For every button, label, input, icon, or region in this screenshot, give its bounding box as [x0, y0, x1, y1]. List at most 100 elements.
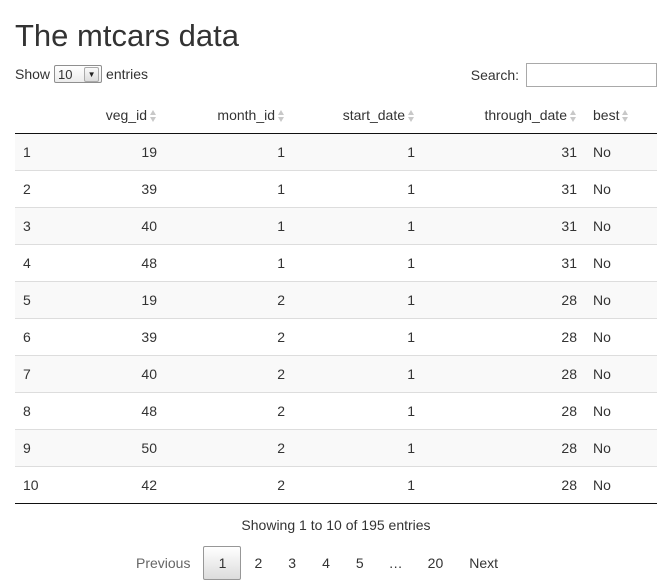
start-date-cell: 1 — [293, 391, 423, 429]
page-button-2[interactable]: 2 — [254, 555, 263, 571]
row-index-cell: 4 — [15, 243, 67, 281]
veg-id-cell: 48 — [67, 391, 165, 429]
table-header-row: veg_id month_id start_date through_date … — [15, 97, 657, 134]
through-date-cell: 28 — [423, 465, 585, 504]
month-id-cell: 2 — [165, 354, 293, 392]
entries-length-control: Show 10 ▼ entries — [15, 65, 148, 83]
table-row: 3 40 1 1 31 No — [15, 206, 657, 244]
through-date-cell: 28 — [423, 317, 585, 355]
search-control: Search: — [471, 63, 657, 87]
best-cell: No — [585, 317, 657, 355]
through-date-cell: 28 — [423, 354, 585, 392]
column-header-label: through_date — [484, 106, 567, 123]
best-cell: No — [585, 206, 657, 244]
row-index-cell: 2 — [15, 169, 67, 207]
column-header-month-id[interactable]: month_id — [165, 97, 293, 134]
row-index-cell: 9 — [15, 428, 67, 466]
page-title: The mtcars data — [15, 18, 239, 53]
table-row: 8 48 2 1 28 No — [15, 391, 657, 429]
start-date-cell: 1 — [293, 317, 423, 355]
table-row: 9 50 2 1 28 No — [15, 428, 657, 466]
month-id-cell: 2 — [165, 428, 293, 466]
page-button-3[interactable]: 3 — [288, 555, 297, 571]
column-header-label: best — [593, 106, 620, 123]
page-button-4[interactable]: 4 — [322, 555, 330, 571]
best-cell: No — [585, 428, 657, 466]
best-cell: No — [585, 391, 657, 429]
through-date-cell: 31 — [561, 143, 577, 160]
search-input[interactable] — [526, 63, 657, 87]
pagination: Previous 1 2 3 4 5 … 20 Next — [123, 546, 511, 580]
veg-id-cell: 19 — [67, 280, 165, 318]
column-header-start-date[interactable]: start_date — [293, 97, 423, 134]
veg-id-cell: 42 — [67, 465, 165, 504]
start-date-cell: 1 — [293, 280, 423, 318]
best-cell: No — [585, 354, 657, 392]
veg-id-cell: 39 — [67, 169, 165, 207]
month-id-cell: 2 — [165, 391, 293, 429]
column-header-best[interactable]: best — [585, 97, 657, 134]
sort-icon — [150, 110, 157, 123]
table-row: 10 42 2 1 28 No — [15, 465, 657, 504]
table-row: 4 48 1 1 31 No — [15, 243, 657, 281]
page-button-5[interactable]: 5 — [355, 555, 364, 571]
sort-icon — [570, 110, 577, 123]
row-index-cell: 3 — [15, 206, 67, 244]
column-header-through-date[interactable]: through_date — [423, 97, 585, 134]
column-header-label: month_id — [217, 106, 275, 123]
start-date-cell: 1 — [293, 465, 423, 504]
column-header-label: veg_id — [105, 106, 147, 123]
best-cell: No — [585, 280, 657, 318]
veg-id-cell: 19 — [141, 143, 157, 160]
table-row: 7 40 2 1 28 No — [15, 354, 657, 392]
start-date-cell: 1 — [293, 206, 423, 244]
month-id-cell: 1 — [165, 243, 293, 281]
previous-page-button[interactable]: Previous — [136, 555, 191, 571]
best-cell: No — [585, 169, 657, 207]
through-date-cell: 31 — [423, 206, 585, 244]
through-date-cell: 28 — [423, 428, 585, 466]
table-row: 1 19 1 1 31 No — [15, 133, 657, 170]
month-id-cell: 2 — [165, 317, 293, 355]
page-button-last[interactable]: 20 — [427, 555, 444, 571]
show-label: Show — [15, 66, 51, 82]
row-index-cell: 10 — [15, 465, 67, 504]
best-cell: No — [585, 243, 657, 281]
next-page-button[interactable]: Next — [469, 555, 499, 571]
table-row: 2 39 1 1 31 No — [15, 169, 657, 207]
through-date-cell: 31 — [423, 169, 585, 207]
row-index-cell: 6 — [15, 317, 67, 355]
veg-id-cell: 48 — [67, 243, 165, 281]
best-cell: No — [585, 465, 657, 504]
data-table: veg_id month_id start_date through_date … — [15, 97, 657, 504]
column-header-rownames — [15, 97, 67, 134]
entries-label: entries — [106, 66, 149, 82]
month-id-cell: 1 — [277, 143, 285, 160]
entries-per-page-select[interactable]: 10 ▼ — [54, 65, 103, 83]
pagination-ellipsis: … — [388, 555, 403, 571]
row-index-cell: 8 — [15, 391, 67, 429]
start-date-cell: 1 — [293, 428, 423, 466]
start-date-cell: 1 — [407, 143, 415, 160]
month-id-cell: 2 — [165, 280, 293, 318]
row-index-cell: 7 — [15, 354, 67, 392]
month-id-cell: 1 — [165, 169, 293, 207]
veg-id-cell: 39 — [67, 317, 165, 355]
row-index-cell: 5 — [15, 280, 67, 318]
start-date-cell: 1 — [293, 169, 423, 207]
veg-id-cell: 50 — [67, 428, 165, 466]
best-cell: No — [593, 143, 611, 160]
table-row: 5 19 2 1 28 No — [15, 280, 657, 318]
table-info: Showing 1 to 10 of 195 entries — [241, 517, 431, 533]
row-index-cell: 1 — [23, 143, 31, 160]
start-date-cell: 1 — [293, 354, 423, 392]
column-header-veg-id[interactable]: veg_id — [67, 97, 165, 134]
veg-id-cell: 40 — [67, 206, 165, 244]
veg-id-cell: 40 — [67, 354, 165, 392]
sort-icon — [408, 110, 415, 123]
page-button-1[interactable]: 1 — [203, 546, 242, 580]
month-id-cell: 1 — [165, 206, 293, 244]
month-id-cell: 2 — [165, 465, 293, 504]
through-date-cell: 31 — [423, 243, 585, 281]
sort-icon — [278, 110, 285, 123]
